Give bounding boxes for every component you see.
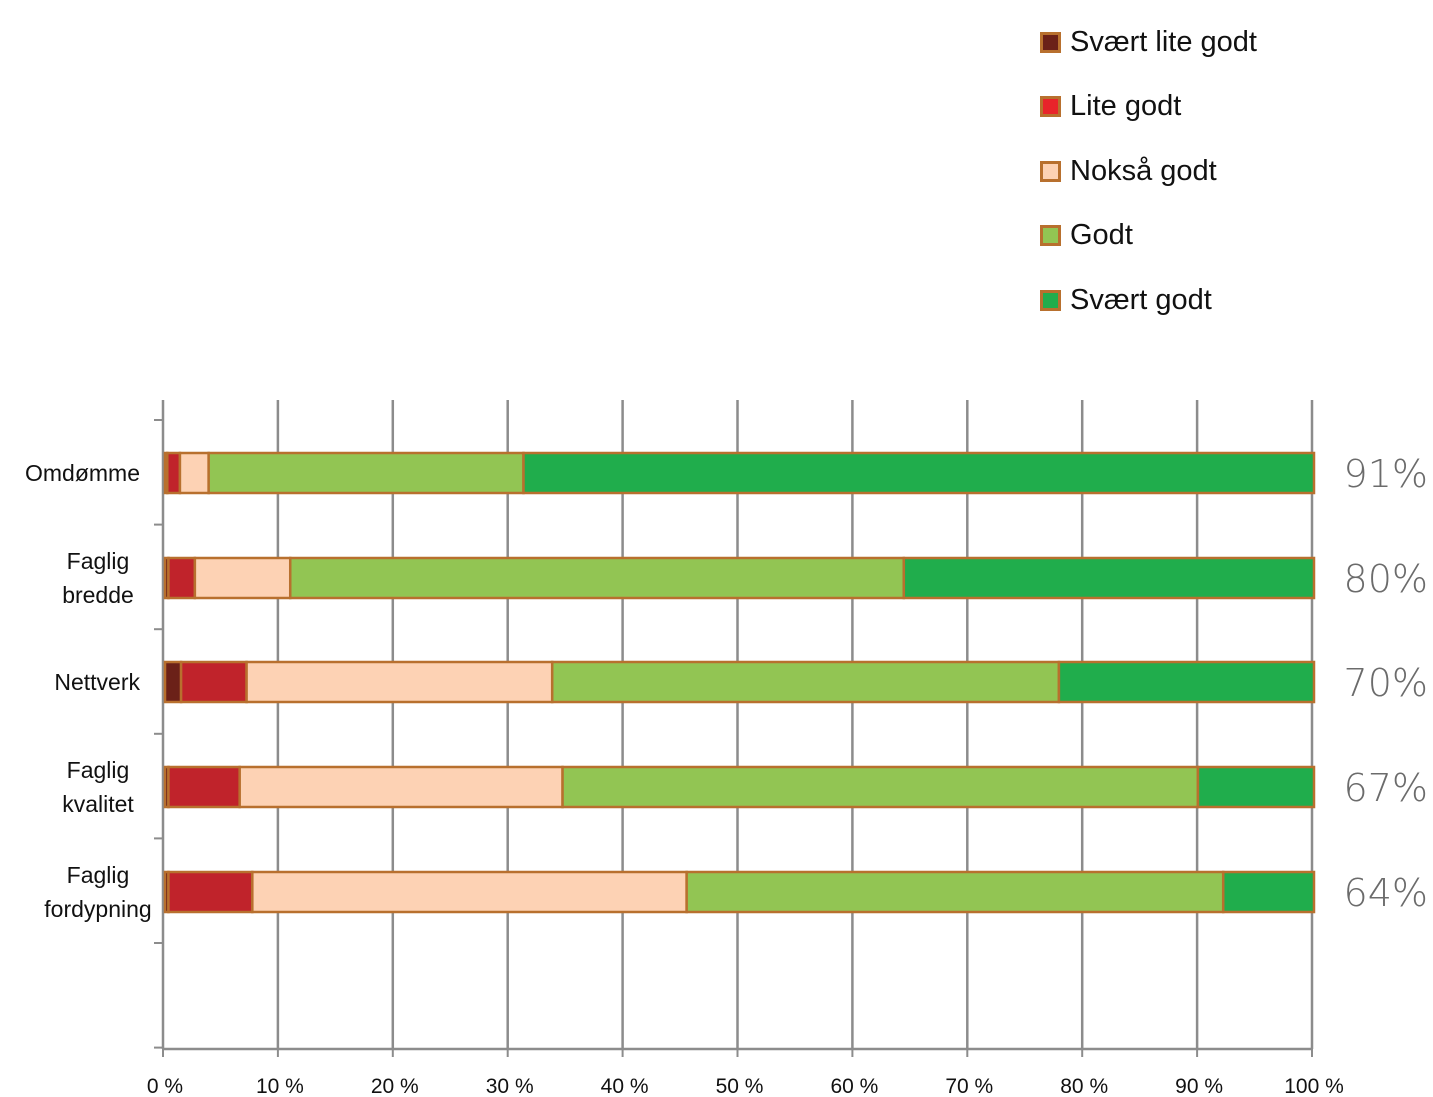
right-percent-label: 67% [1344,766,1428,810]
x-tick-label: 90 % [1175,1075,1223,1097]
bar-segment-lite-godt [167,556,197,600]
bar-segment-godt [550,660,1061,704]
right-percent-label: 91% [1344,452,1428,496]
x-tick-label: 70 % [945,1075,993,1097]
legend-swatch [1040,160,1061,182]
bar-segment-noks-godt [245,660,554,704]
legend: Svært lite godt Lite godt Nokså godt Godt Sv… [1040,10,1257,333]
category-label: kvalitet [62,791,134,817]
legend-label: Lite godt [1070,90,1182,123]
category-label: fordypning [44,896,151,922]
x-tick-label: 80 % [1060,1075,1108,1097]
legend-item: Godt [1040,204,1257,269]
bar-segment-lite-godt [167,870,254,914]
bar-segment-svrt-godt [1196,765,1316,809]
x-tick-label: 30 % [486,1075,534,1097]
x-tick-label: 40 % [601,1075,649,1097]
legend-item: Svært godt [1040,268,1257,333]
legend-item: Svært lite godt [1040,10,1257,75]
x-tick-label: 60 % [830,1075,878,1097]
category-label: Faglig [67,862,130,888]
right-percent-label: 64% [1344,871,1428,915]
legend-swatch [1040,225,1061,247]
bar-segment-lite-godt [167,765,241,809]
bar-segment-svrt-godt [1057,660,1316,704]
bar-segment-noks-godt [238,765,564,809]
right-percent-label: 80% [1344,557,1428,601]
legend-label: Godt [1070,219,1133,252]
right-percent-label: 70% [1344,661,1428,705]
x-tick-label: 20 % [371,1075,419,1097]
bar-segment-noks-godt [193,556,292,600]
category-label: Nettverk [54,669,140,695]
bar-segment-lite-godt [179,660,248,704]
bar-segment-svrt-godt [522,451,1316,495]
bar-segment-godt [207,451,525,495]
bar-segment-godt [561,765,1200,809]
bar-segment-godt [685,870,1225,914]
bar-segment-godt [288,556,906,600]
legend-label: Svært lite godt [1070,25,1257,58]
category-label: Omdømme [25,460,140,486]
bar-segment-svrt-lite-godt [163,660,183,704]
legend-swatch [1040,31,1061,53]
x-tick-label: 100 % [1284,1075,1344,1097]
legend-item: Lite godt [1040,75,1257,140]
bar-segment-svrt-godt [1221,870,1316,914]
x-tick-label: 10 % [256,1075,304,1097]
bar-segment-noks-godt [178,451,210,495]
legend-item: Nokså godt [1040,139,1257,204]
category-label: Faglig [67,548,130,574]
category-label: Faglig [67,757,130,783]
bar-segment-svrt-godt [902,556,1316,600]
legend-label: Svært godt [1070,283,1212,316]
legend-swatch [1040,96,1061,118]
legend-label: Nokså godt [1070,154,1217,187]
bar-segment-lite-godt [166,451,182,495]
x-tick-label: 50 % [716,1075,764,1097]
x-tick-label: 0 % [147,1075,183,1097]
bar-segment-noks-godt [251,870,688,914]
category-label: bredde [62,582,134,608]
legend-swatch [1040,289,1061,311]
